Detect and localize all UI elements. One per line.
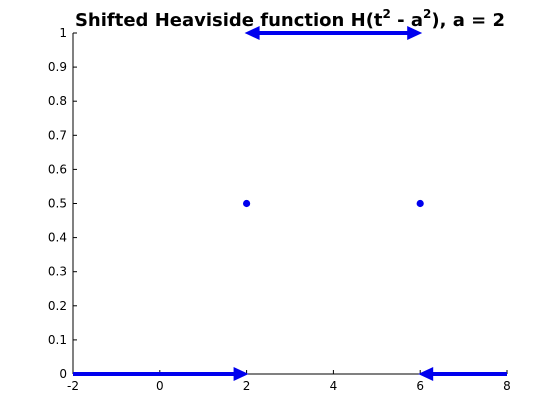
title-superscript-1: 2: [383, 7, 391, 21]
arrowhead-right-icon: [407, 26, 423, 40]
y-tick-label: 0.3: [48, 265, 67, 279]
x-tick-label: 6: [416, 379, 424, 393]
arrowhead-right-icon: [233, 367, 249, 381]
x-tick-label: 0: [156, 379, 164, 393]
y-tick-label: 0.6: [48, 162, 67, 176]
y-tick-label: 0.1: [48, 333, 67, 347]
chart-title: Shifted Heaviside function H(t2 - a2), a…: [75, 7, 505, 31]
y-tick-label: 0: [59, 367, 67, 381]
step-segment-right-zero: [418, 367, 507, 381]
axes: [72, 33, 507, 375]
discontinuity-point: [243, 199, 251, 208]
arrowhead-left-icon: [418, 367, 434, 381]
y-tick-label: 1: [59, 26, 67, 40]
y-tick-label: 0.5: [48, 197, 67, 211]
series: [73, 26, 507, 381]
discontinuity-point: [416, 199, 424, 208]
x-tick-label: 4: [330, 379, 338, 393]
title-middle: - a: [391, 10, 423, 31]
title-superscript-2: 2: [423, 7, 431, 21]
title-suffix: ), a = 2: [431, 10, 505, 31]
y-tick-label: 0.2: [48, 299, 67, 313]
y-tick-label: 0.4: [48, 231, 67, 245]
x-tick-label: -2: [67, 379, 79, 393]
x-tick-label: 8: [503, 379, 511, 393]
y-tick-label: 0.8: [48, 94, 67, 108]
y-tick-label: 0.9: [48, 60, 67, 74]
arrowhead-left-icon: [244, 26, 260, 40]
step-segment-left-zero: [73, 367, 249, 381]
x-tick-label: 2: [243, 379, 251, 393]
step-segment-middle-one: [244, 26, 423, 40]
y-tick-label: 0.7: [48, 128, 67, 142]
y-axis-ticks: 0 0.1 0.2 0.3 0.4 0.5 0.6 0.7 0.8 0.9 1: [48, 26, 77, 381]
title-prefix: Shifted Heaviside function H(t: [75, 10, 383, 31]
